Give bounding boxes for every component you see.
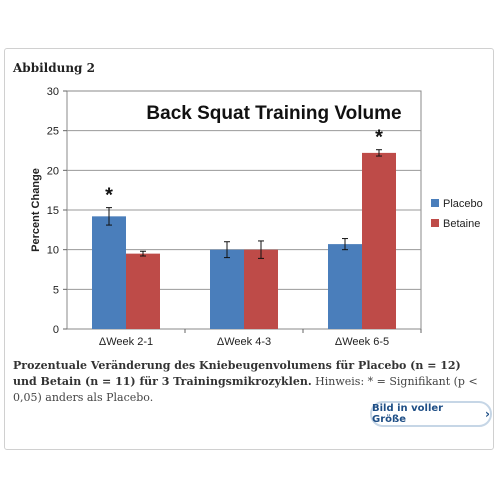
x-tick-label: ΔWeek 4-3 — [217, 336, 271, 348]
bar — [328, 244, 362, 329]
legend-swatch — [431, 219, 439, 227]
bar — [244, 249, 278, 329]
x-tick-label: ΔWeek 2-1 — [99, 336, 153, 348]
significance-marker: * — [375, 127, 383, 149]
figure-label: Abbildung 2 — [13, 61, 95, 75]
y-tick-label: 30 — [47, 86, 59, 98]
legend-swatch — [431, 199, 439, 207]
significance-marker: * — [105, 185, 113, 207]
bar — [362, 152, 396, 329]
y-tick-label: 0 — [53, 324, 59, 336]
caption-main: Prozentuale Veränderung des Kniebeugenvo… — [13, 359, 461, 388]
chart-container: 0 5 10 15 20 25 30 Percent Change Back Squat Tra… — [15, 79, 483, 349]
y-tick-label: 5 — [53, 284, 59, 296]
y-axis-label: Percent Change — [30, 168, 42, 252]
y-tick-label: 10 — [47, 245, 59, 257]
figure-caption: Prozentuale Veränderung des Kniebeugenvo… — [13, 358, 485, 406]
bar — [210, 249, 244, 329]
figure-card: Abbildung 2 0 5 10 15 20 25 30 Percent Change Ba… — [4, 48, 494, 450]
legend-label: Placebo — [443, 198, 483, 210]
chevron-right-icon: › — [485, 407, 490, 421]
fullsize-button-label: Bild in voller Größe — [372, 403, 444, 425]
fullsize-image-button[interactable]: Bild in voller Größe › — [370, 401, 492, 427]
bar — [126, 253, 160, 329]
x-tick-label: ΔWeek 6-5 — [335, 336, 389, 348]
chart-title: Back Squat Training Volume — [146, 103, 401, 124]
bar — [92, 216, 126, 329]
y-tick-label: 20 — [47, 165, 59, 177]
caption-note: Hinweis: * = Signifikant (p < 0,05) ande… — [13, 375, 478, 404]
bar-chart: 0 5 10 15 20 25 30 Percent Change Back Squat Tra… — [30, 86, 483, 348]
y-tick-label: 25 — [47, 126, 59, 138]
legend-label: Betaine — [443, 218, 480, 230]
y-tick-label: 15 — [47, 205, 59, 217]
